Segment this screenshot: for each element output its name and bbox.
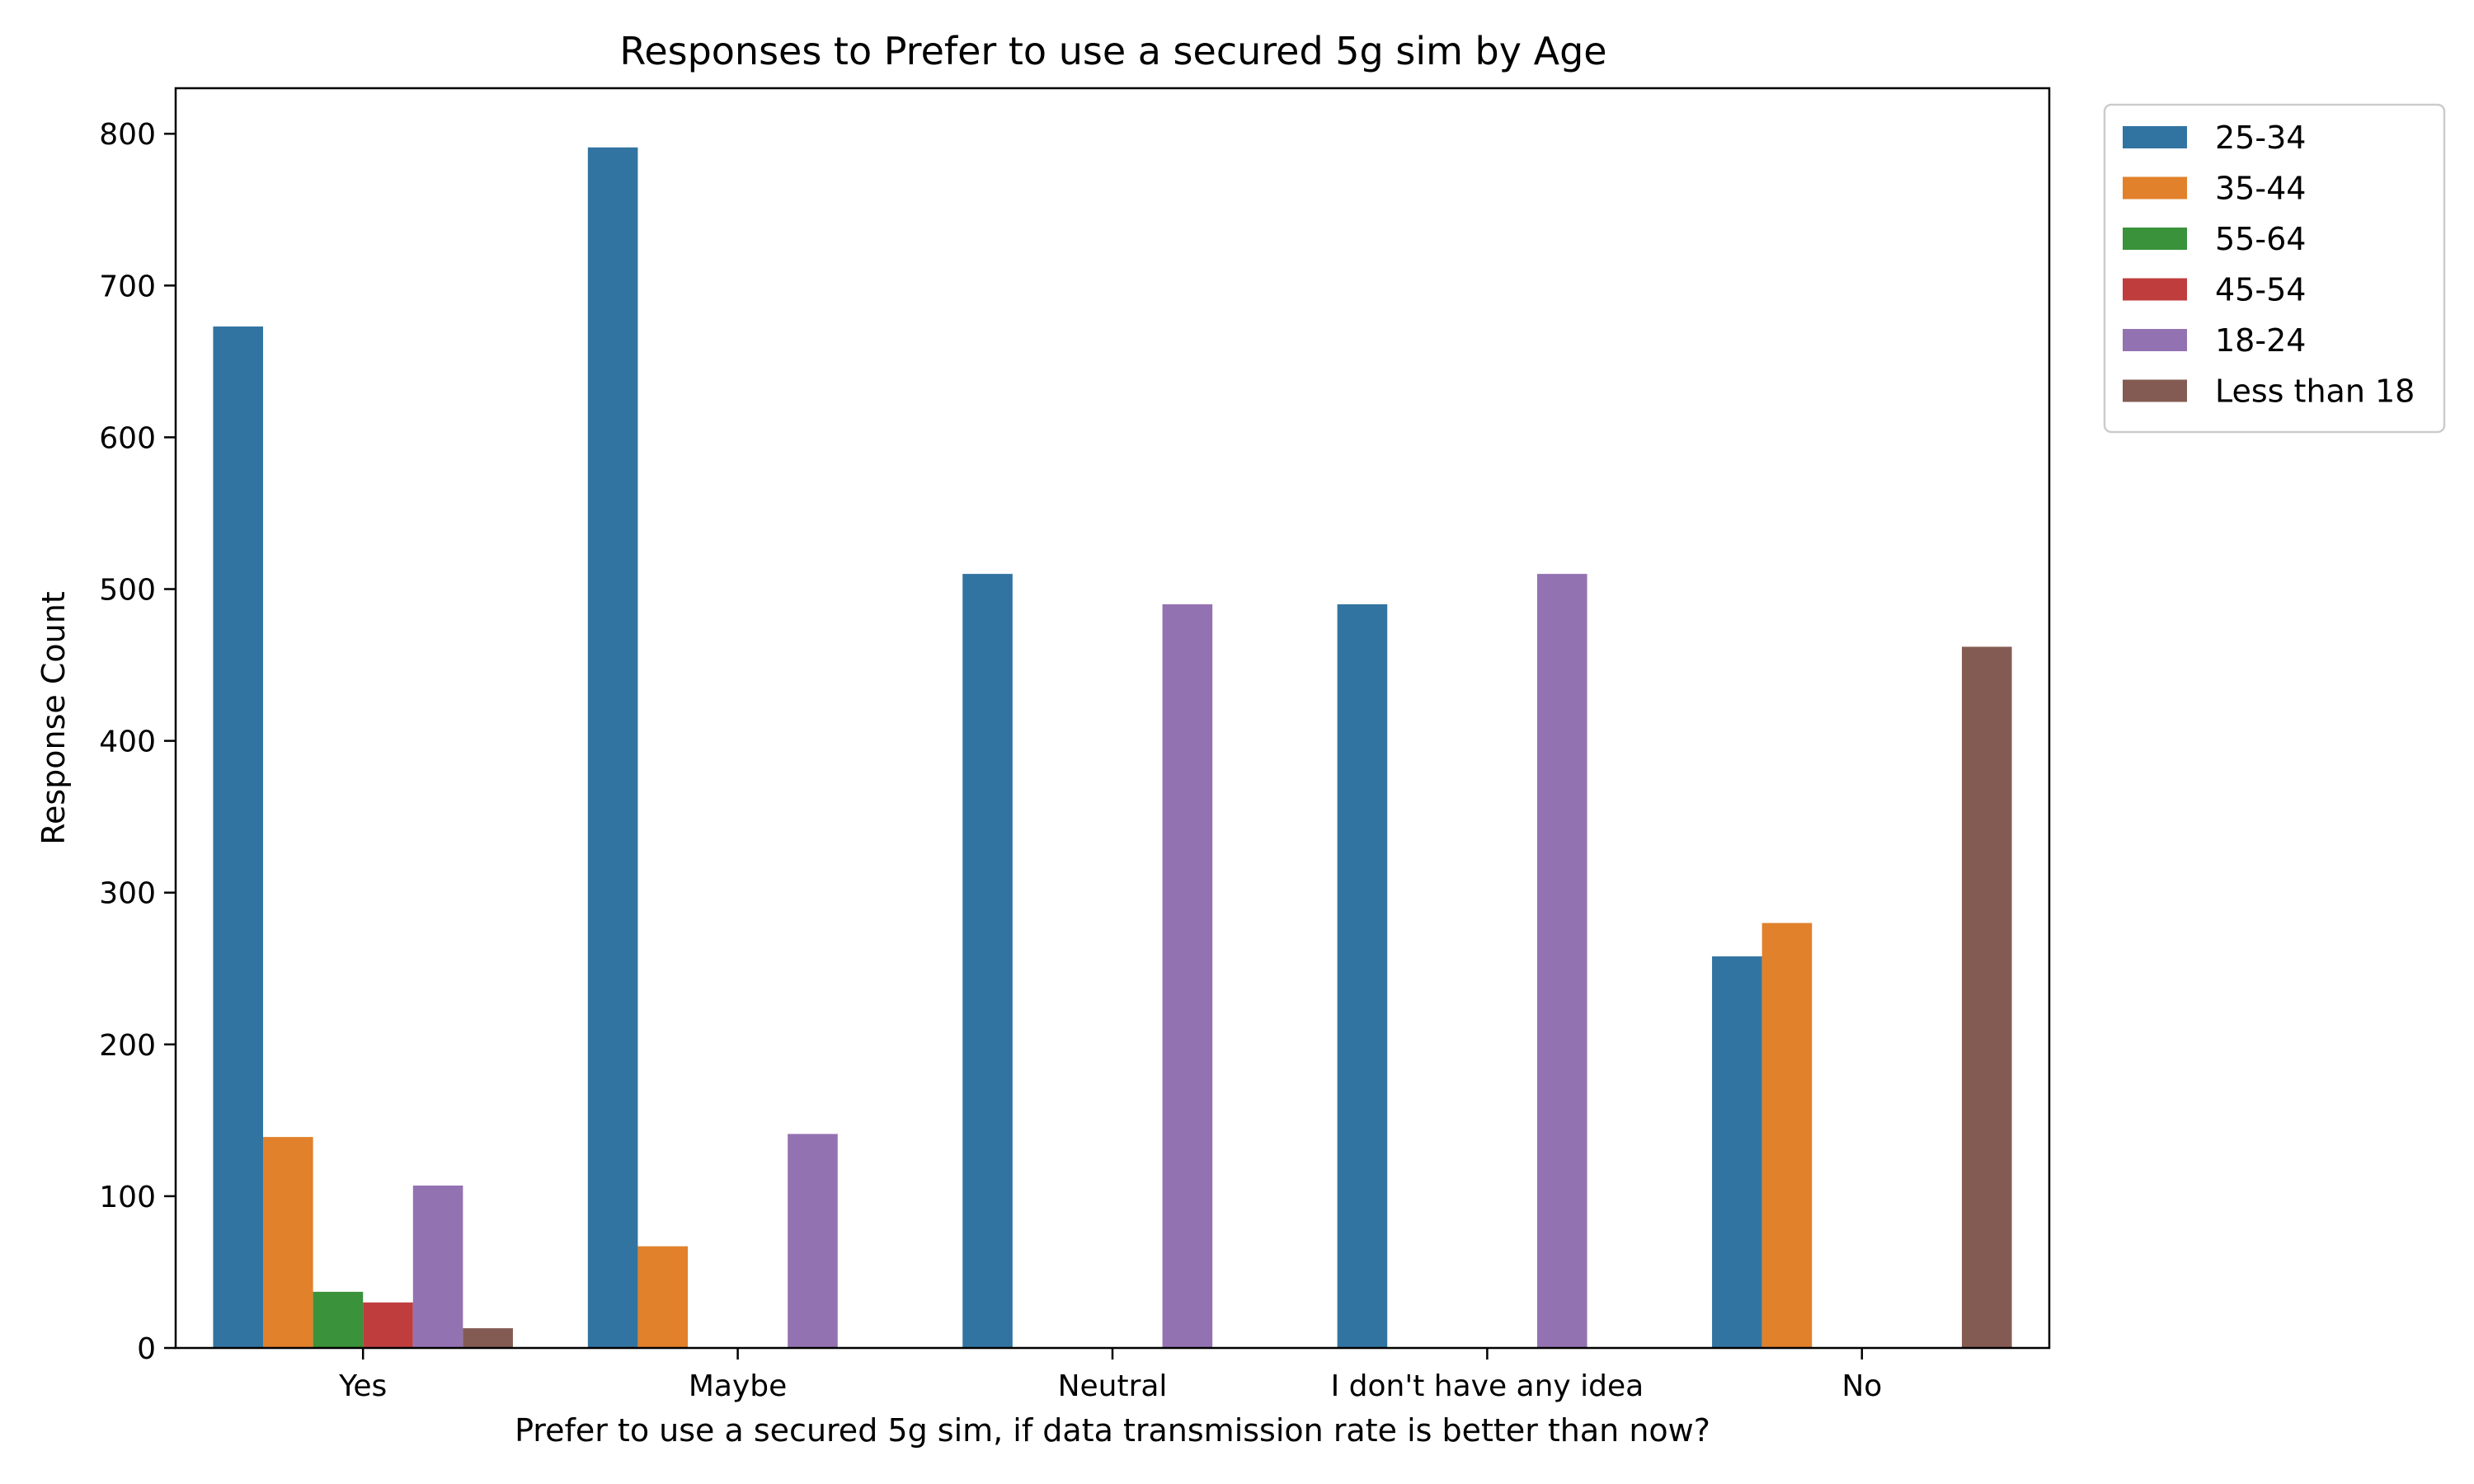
x-tick-label: Maybe (689, 1369, 787, 1403)
legend-label: 55-64 (2215, 221, 2306, 257)
legend-label: 18-24 (2215, 322, 2306, 359)
legend-swatch (2123, 329, 2187, 351)
legend-swatch (2123, 278, 2187, 301)
bar-18-24-3 (1536, 574, 1587, 1348)
bar-18-24-0 (412, 1186, 463, 1348)
bar-35-44-0 (263, 1137, 313, 1348)
bar-less-than-18-4 (1961, 646, 2012, 1348)
legend-frame (2103, 103, 2446, 434)
y-tick-label: 500 (99, 574, 156, 608)
bar-25-34-4 (1712, 956, 1762, 1348)
legend-label: 25-34 (2215, 120, 2306, 156)
bar-less-than-18-0 (463, 1328, 513, 1348)
y-tick-label: 0 (137, 1332, 156, 1366)
legend-swatch (2123, 176, 2187, 200)
legend-swatch (2123, 126, 2187, 148)
y-tick-label: 600 (99, 421, 156, 455)
y-tick-label: 100 (99, 1181, 156, 1214)
bar-25-34-1 (587, 147, 638, 1348)
x-tick-label: No (1841, 1369, 1882, 1403)
bar-18-24-1 (788, 1134, 838, 1348)
x-tick-label: Yes (338, 1369, 387, 1403)
bar-35-44-1 (637, 1246, 689, 1348)
y-tick-label: 400 (99, 726, 156, 759)
legend-swatch (2123, 379, 2187, 402)
bar-25-34-2 (962, 574, 1013, 1348)
bar-25-34-3 (1337, 603, 1388, 1348)
y-tick-label: 800 (99, 118, 156, 152)
y-tick-label: 200 (99, 1029, 156, 1063)
x-tick-label: Neutral (1058, 1369, 1168, 1403)
y-axis: 0 100 200 300 400 500 600 700 800 (99, 118, 176, 1366)
legend-label: 35-44 (2215, 171, 2306, 207)
y-tick-label: 700 (99, 270, 156, 303)
legend-label: Less than 18 (2215, 373, 2415, 410)
x-axis: Yes Maybe Neutral I don't have any idea No (338, 1348, 1882, 1403)
legend-label: 45-54 (2215, 272, 2306, 308)
bar-35-44-4 (1761, 923, 1813, 1348)
bar-25-34-0 (213, 326, 264, 1348)
bar-45-54-0 (363, 1302, 413, 1348)
chart-title: Responses to Prefer to use a secured 5g … (619, 29, 1606, 73)
bar-55-64-0 (313, 1291, 364, 1348)
y-axis-label: Response Count (35, 591, 72, 844)
x-axis-label: Prefer to use a secured 5g sim, if data … (515, 1412, 1710, 1449)
y-tick-label: 300 (99, 877, 156, 911)
bar-18-24-2 (1162, 603, 1213, 1348)
legend: 25-34 35-44 55-64 45-54 18-24 Less than 18 (2103, 103, 2446, 434)
bars-group (213, 147, 2012, 1348)
x-tick-label: I don't have any idea (1331, 1369, 1644, 1403)
legend-swatch (2123, 228, 2187, 250)
